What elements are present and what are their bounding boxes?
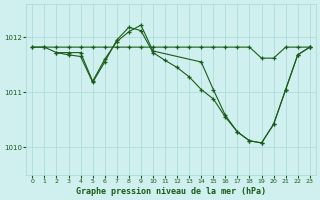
X-axis label: Graphe pression niveau de la mer (hPa): Graphe pression niveau de la mer (hPa)	[76, 187, 266, 196]
